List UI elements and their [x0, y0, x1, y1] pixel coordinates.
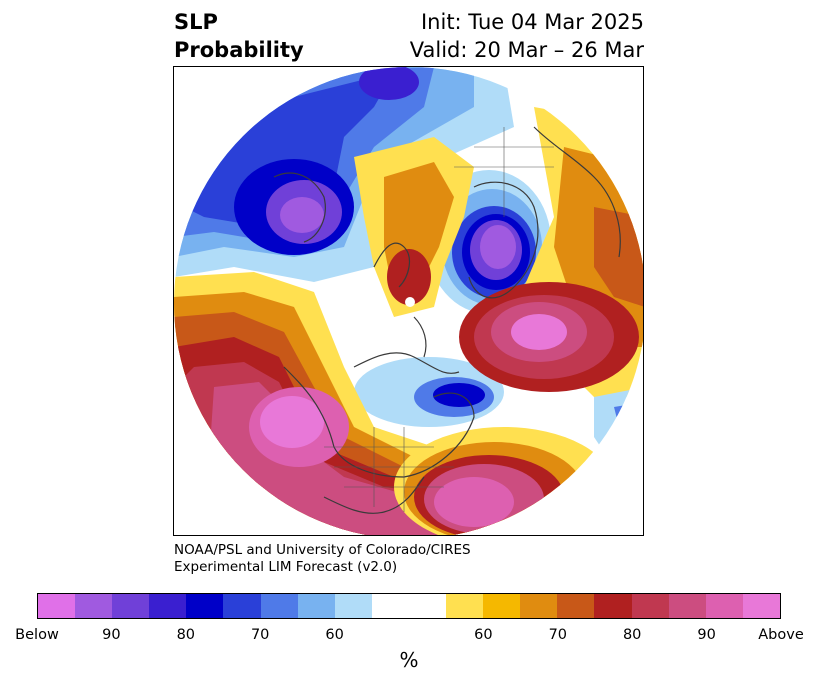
colorbar-segment [705, 594, 743, 618]
colorbar-unit: % [399, 648, 419, 672]
colorbar-segment [112, 594, 150, 618]
colorbar-segment [297, 594, 335, 618]
init-date: Init: Tue 04 Mar 2025 [420, 10, 644, 34]
colorbar-tick-label: 60 [474, 627, 493, 643]
colorbar-segment [668, 594, 706, 618]
low-anomaly-east-atlantic [594, 387, 643, 467]
colorbar-segment [631, 594, 669, 618]
colorbar-segment [38, 594, 76, 618]
low-anomaly-north-pacific [280, 197, 324, 233]
low-anomaly-north-pacific [184, 72, 394, 227]
valid-dates: Valid: 20 Mar – 26 Mar [409, 38, 644, 62]
high-anomaly-north-pacific [260, 396, 324, 448]
colorbar-segment [446, 594, 484, 618]
credit-line-2: Experimental LIM Forecast (v2.0) [174, 559, 398, 575]
colorbar-tick-label: 80 [176, 627, 196, 643]
colorbar-segment [742, 594, 780, 618]
credit-text: NOAA/PSL and University of Colorado/CIRE… [174, 542, 471, 576]
low-anomaly-east-atlantic [614, 402, 643, 447]
colorbar-segment [149, 594, 187, 618]
credit-line-1: NOAA/PSL and University of Colorado/CIRE… [174, 542, 471, 558]
high-anomaly-arctic-center [405, 297, 415, 307]
colorbar-tick-label: 80 [622, 627, 642, 643]
colorbar-segment [223, 594, 261, 618]
colorbar-segment [557, 594, 595, 618]
colorbar-tick-label: 90 [697, 627, 716, 643]
colorbar-segment [483, 594, 521, 618]
probability-field [174, 67, 643, 535]
colorbar-tick-label: Above [758, 627, 804, 643]
chart-title: SLP Probability [174, 8, 304, 64]
high-anomaly-arctic [387, 249, 431, 305]
colorbar-segment [520, 594, 558, 618]
colorbar-tick-label: 90 [102, 627, 121, 643]
colorbar-tick-label: 70 [250, 627, 270, 643]
political-borders [324, 127, 554, 512]
high-anomaly-siberia [511, 314, 567, 350]
colorbar-tick-label: Below [15, 627, 59, 643]
colorbar-segment [371, 594, 409, 618]
colorbar-segment [260, 594, 298, 618]
low-anomaly-eurasia [480, 225, 516, 269]
colorbar-segment [334, 594, 372, 618]
colorbar-tick-label: 60 [325, 627, 344, 643]
forecast-dates: Init: Tue 04 Mar 2025 Valid: 20 Mar – 26… [410, 8, 644, 64]
colorbar-segment [408, 594, 447, 618]
colorbar-segment [186, 594, 224, 618]
colorbar-tick-label: 70 [548, 627, 568, 643]
colorbar-segment [75, 594, 113, 618]
colorbar-segment [594, 594, 632, 618]
product-label: Probability [174, 38, 304, 62]
map-svg [174, 67, 643, 535]
slp-probability-map [173, 66, 644, 536]
variable-label: SLP [174, 10, 218, 34]
high-anomaly-atlantic [434, 477, 514, 527]
low-anomaly-north-pacific [359, 67, 419, 100]
probability-colorbar [37, 593, 781, 619]
